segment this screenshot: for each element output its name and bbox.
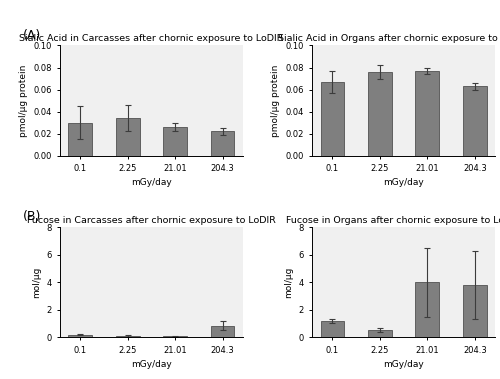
Bar [210,326,234,337]
Bar [368,72,392,156]
Y-axis label: mol/µg: mol/µg [32,266,40,298]
Bar [210,132,234,156]
Title: Sialic Acid in Organs after chornic exposure to LoDIR: Sialic Acid in Organs after chornic expo… [278,34,500,43]
Bar [164,127,187,156]
Bar [320,82,344,156]
Bar [416,71,439,156]
Bar [463,86,486,156]
Y-axis label: mol/µg: mol/µg [284,266,293,298]
Bar [320,321,344,337]
Y-axis label: pmol/µg protein: pmol/µg protein [18,64,28,137]
Text: (B): (B) [22,210,41,223]
X-axis label: mGy/day: mGy/day [131,360,172,369]
Text: (A): (A) [22,29,41,42]
Bar [368,330,392,337]
Title: Fucose in Carcasses after chornic exposure to LoDIR: Fucose in Carcasses after chornic exposu… [27,216,276,225]
Bar [164,336,187,337]
Bar [116,118,140,156]
Bar [68,122,92,156]
Title: Sialic Acid in Carcasses after chornic exposure to LoDIR: Sialic Acid in Carcasses after chornic e… [19,34,283,43]
Title: Fucose in Organs after chornic exposure to LoDIR: Fucose in Organs after chornic exposure … [286,216,500,225]
Y-axis label: pmol/µg protein: pmol/µg protein [271,64,280,137]
Bar [463,285,486,337]
X-axis label: mGy/day: mGy/day [383,360,424,369]
Bar [116,336,140,337]
X-axis label: mGy/day: mGy/day [131,179,172,188]
Bar [416,282,439,337]
Bar [68,335,92,337]
X-axis label: mGy/day: mGy/day [383,179,424,188]
